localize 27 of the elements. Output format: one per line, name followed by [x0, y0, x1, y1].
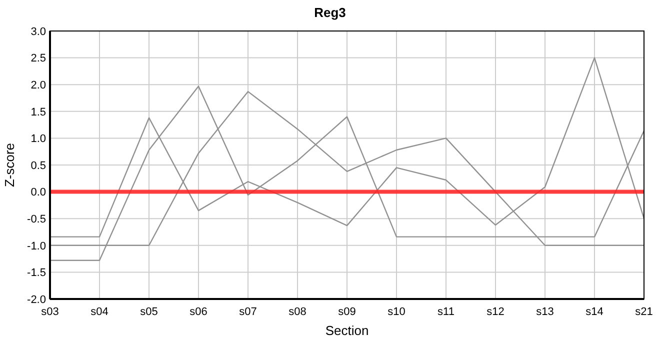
- x-tick-label: s13: [536, 306, 554, 318]
- chart-title: Reg3: [314, 5, 346, 20]
- x-tick-label: s12: [486, 306, 504, 318]
- x-tick-label: s09: [338, 306, 356, 318]
- x-tick-label: s10: [388, 306, 406, 318]
- x-tick-label: s11: [438, 306, 454, 318]
- x-tick-label: s06: [190, 306, 208, 318]
- y-tick-label: 2.0: [30, 79, 46, 92]
- x-tick-label: s08: [288, 306, 306, 318]
- y-tick-label: -1.5: [27, 267, 46, 280]
- x-tick-label: s03: [41, 306, 59, 318]
- y-tick-label: -2.0: [27, 294, 46, 306]
- x-axis-title: Section: [325, 323, 369, 338]
- y-tick-label: -0.5: [27, 213, 46, 226]
- y-tick-label: 3.0: [30, 26, 46, 38]
- y-tick-label: 0.0: [30, 186, 46, 199]
- y-tick-label: 0.5: [30, 160, 46, 172]
- y-tick-label: 2.5: [30, 52, 46, 65]
- y-tick-label: -1.0: [27, 240, 46, 252]
- x-tick-label: s14: [586, 306, 604, 318]
- y-tick-label: 1.0: [30, 133, 46, 146]
- x-tick-label: s04: [90, 306, 108, 318]
- y-tick-label: 1.5: [30, 106, 46, 118]
- x-tick-label: s21: [635, 306, 653, 318]
- x-tick-label: s07: [239, 306, 257, 318]
- y-axis-title: Z-score: [2, 142, 17, 188]
- x-tick-label: s05: [140, 306, 158, 318]
